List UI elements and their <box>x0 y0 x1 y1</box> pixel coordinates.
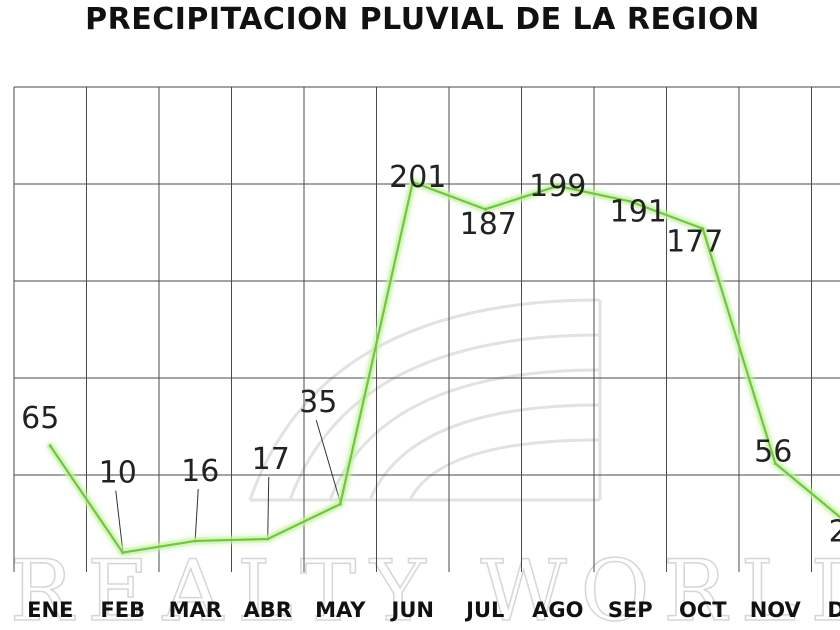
data-point <box>411 180 415 184</box>
data-point <box>556 184 560 188</box>
data-point <box>266 537 270 541</box>
x-tick-label: JUL <box>464 598 504 622</box>
data-label: 17 <box>252 442 290 477</box>
leader-line <box>194 488 199 539</box>
chart-title: PRECIPITACION PLUVIAL DE LA REGION <box>85 2 760 37</box>
x-tick-label: AGO <box>532 598 583 622</box>
x-tick-label: OCT <box>679 598 727 622</box>
watermark-text: REALTY WORLD <box>10 542 840 630</box>
x-tick-label: DIC <box>827 598 840 622</box>
data-label: 201 <box>389 160 446 195</box>
x-tick-label: SEP <box>608 598 653 622</box>
leader-line <box>267 477 270 538</box>
x-tick-label: JUN <box>390 598 434 622</box>
x-axis-tick-labels: ENE FEB MAR ABR MAY JUN JUL AGO SEP OCT NOV DIC <box>27 598 840 622</box>
data-point <box>701 227 705 231</box>
data-label: 177 <box>666 225 723 260</box>
data-point <box>121 551 125 555</box>
data-label: 187 <box>460 207 517 242</box>
data-point <box>338 502 342 506</box>
data-point <box>628 199 632 203</box>
data-label: 16 <box>181 454 219 489</box>
data-point <box>773 461 777 465</box>
x-tick-label: FEB <box>100 598 145 622</box>
series-group <box>46 178 840 557</box>
x-tick-label: ABR <box>244 598 292 622</box>
leader-line <box>315 419 341 503</box>
data-label: 35 <box>299 385 337 420</box>
data-label: 56 <box>754 434 792 469</box>
data-label: 199 <box>529 169 586 204</box>
data-label: 10 <box>99 456 137 491</box>
x-tick-label: MAR <box>169 598 222 622</box>
data-point <box>48 444 52 448</box>
leader-lines <box>115 419 341 551</box>
grid <box>13 86 840 572</box>
data-label: 191 <box>610 194 667 229</box>
x-tick-label: MAY <box>315 598 366 622</box>
leader-line <box>115 490 124 551</box>
data-label: 25 <box>829 515 840 550</box>
series-line <box>49 180 840 554</box>
data-label: 65 <box>21 401 59 436</box>
data-point <box>483 207 487 211</box>
x-tick-label: ENE <box>27 598 73 622</box>
x-tick-label: NOV <box>750 598 802 622</box>
data-point <box>193 539 197 543</box>
